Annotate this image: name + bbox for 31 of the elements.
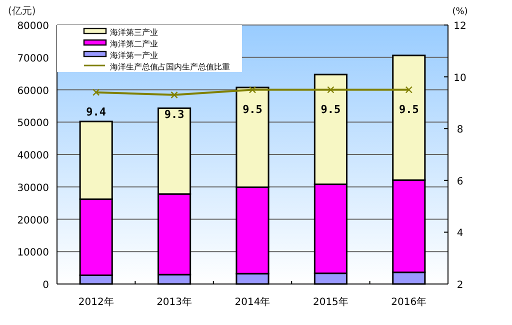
- legend-label: 海洋第二产业: [110, 40, 158, 48]
- x-tick-label: 2012年: [78, 296, 114, 308]
- y-tick-label: 20000: [17, 215, 49, 226]
- y-tick-label: 30000: [17, 182, 49, 194]
- y-tick-label: 50000: [17, 118, 49, 130]
- y2-tick-label: 2: [456, 280, 464, 291]
- y-tick-label: 10000: [17, 248, 49, 259]
- y2-tick-label: 4: [456, 228, 464, 240]
- y2-axis-title: (%): [452, 7, 468, 17]
- data-label: 9.3: [164, 108, 184, 121]
- y2-tick-label: 6: [456, 176, 464, 188]
- y-tick-label: 40000: [17, 150, 49, 162]
- y2-tick-label: 8: [456, 124, 464, 136]
- y-axis-title: (亿元): [8, 6, 36, 17]
- legend-label: 海洋生产总值占国内生产总值比重: [110, 62, 230, 72]
- y2-tick-label: 12: [454, 21, 466, 32]
- y-tick-label: 70000: [17, 53, 49, 64]
- legend-label: 海洋第一产业: [110, 51, 158, 60]
- x-tick-label: 2014年: [234, 296, 270, 308]
- x-tick-label: 2015年: [312, 296, 348, 308]
- data-label: 9.5: [242, 102, 262, 116]
- y2-tick-label: 10: [454, 72, 466, 84]
- data-label: 9.5: [320, 102, 341, 116]
- y-tick-label: 0: [42, 280, 49, 291]
- y-tick-label: 80000: [17, 21, 49, 32]
- data-label: 9.4: [86, 105, 106, 118]
- y-tick-label: 60000: [17, 86, 49, 97]
- legend-label: 海洋第三产业: [110, 28, 158, 37]
- x-tick-label: 2016年: [391, 296, 427, 308]
- x-tick-label: 2013年: [156, 296, 192, 308]
- data-label: 9.5: [398, 102, 419, 116]
